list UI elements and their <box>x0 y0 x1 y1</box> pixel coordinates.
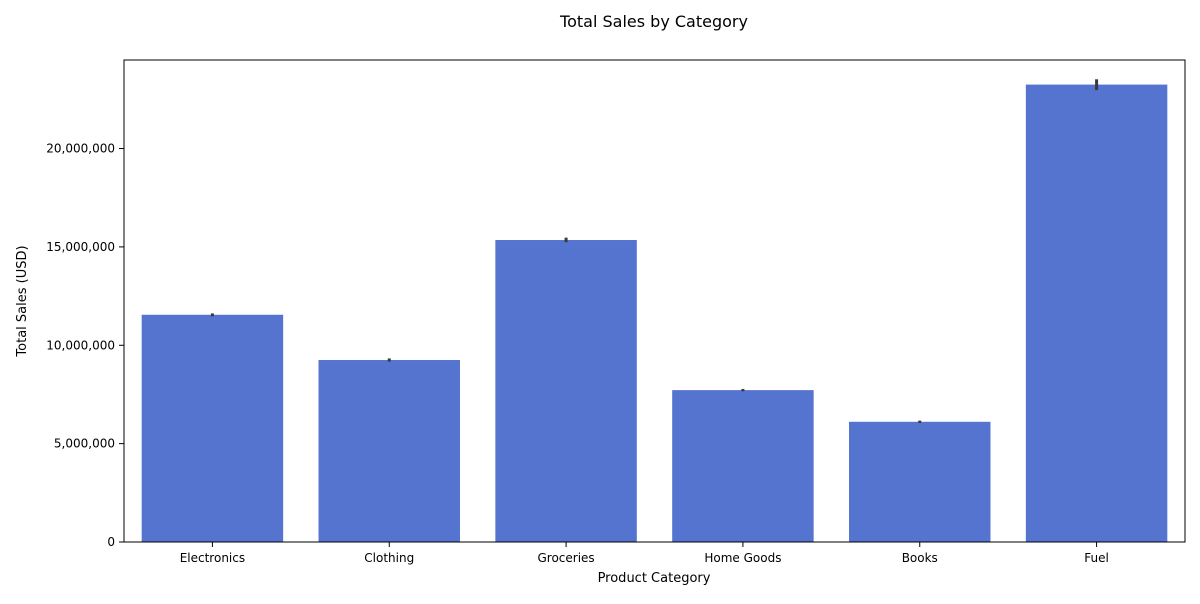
y-tick-label: 20,000,000 <box>46 142 115 156</box>
error-bars-group <box>210 79 1099 423</box>
x-tick-label: Groceries <box>537 551 594 565</box>
y-tick-label: 5,000,000 <box>54 437 115 451</box>
x-tick-label: Clothing <box>364 551 414 565</box>
y-axis: 0 5,000,000 10,000,000 15,000,000 20,000,000 <box>46 142 124 549</box>
bar-home-goods <box>672 390 814 542</box>
bar-books <box>849 421 991 542</box>
y-tick-label: 0 <box>107 535 115 549</box>
bars-group <box>141 84 1168 543</box>
plot-frame <box>123 59 1186 543</box>
x-axis: Electronics Clothing Groceries Home Goods Bo… <box>180 542 1109 565</box>
chart-title: Total Sales by Category <box>559 12 748 31</box>
bar-electronics <box>141 314 284 542</box>
y-axis-label: Total Sales (USD) <box>15 245 30 357</box>
x-axis-label: Product Category <box>598 571 711 586</box>
x-tick-label: Electronics <box>180 551 245 565</box>
bar-groceries <box>495 240 637 542</box>
y-tick-label: 15,000,000 <box>46 240 115 254</box>
bar-clothing <box>318 360 460 542</box>
y-tick-label: 10,000,000 <box>46 338 115 352</box>
x-tick-label: Fuel <box>1084 551 1109 565</box>
x-tick-label: Home Goods <box>704 551 781 565</box>
x-tick-label: Books <box>902 551 938 565</box>
bar-fuel <box>1025 84 1168 543</box>
